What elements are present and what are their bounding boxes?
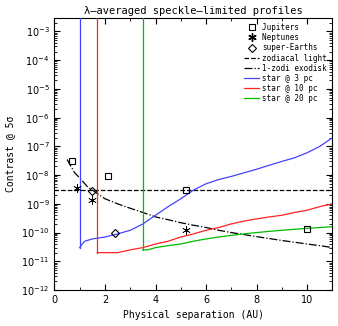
Title: λ–averaged speckle–limited profiles: λ–averaged speckle–limited profiles <box>84 6 303 16</box>
Y-axis label: Contrast @ 5σ: Contrast @ 5σ <box>5 116 16 192</box>
Legend: Jupiters  , Neptunes , super-Earths, zodiacal light, 1-zodi exodisk, star @ 3 pc: Jupiters , Neptunes , super-Earths, zodi… <box>242 22 329 105</box>
X-axis label: Physical separation (AU): Physical separation (AU) <box>123 310 264 320</box>
